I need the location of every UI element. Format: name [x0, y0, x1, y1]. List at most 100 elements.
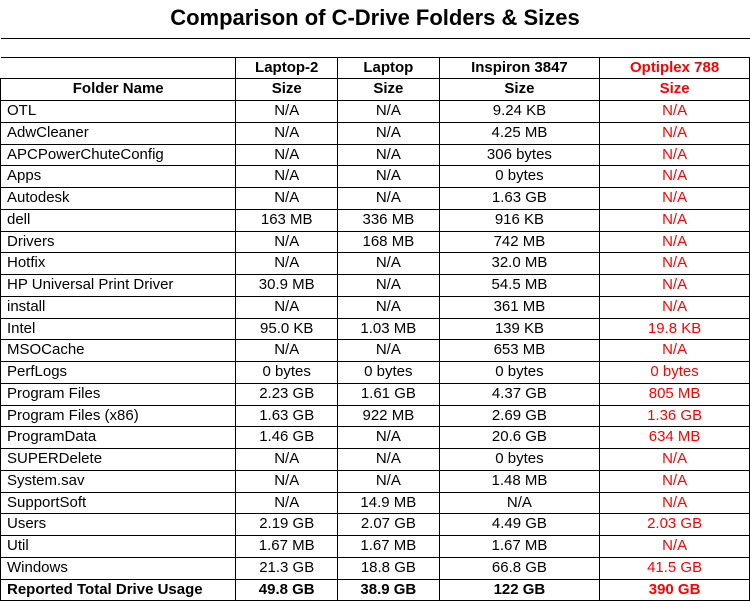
size-cell: 4.49 GB [439, 514, 600, 536]
size-cell: 139 KB [439, 318, 600, 340]
size-cell: 2.23 GB [236, 383, 338, 405]
size-cell-highlight: N/A [600, 231, 750, 253]
folder-name-cell: Hotfix [1, 253, 236, 275]
table-body: OTLN/AN/A9.24 KBN/AAdwCleanerN/AN/A4.25 … [1, 101, 750, 580]
size-cell: N/A [338, 470, 440, 492]
size-cell: 32.0 MB [439, 253, 600, 275]
folder-name-cell: Autodesk [1, 188, 236, 210]
size-cell: 0 bytes [439, 449, 600, 471]
folder-name-cell: Users [1, 514, 236, 536]
size-cell: N/A [338, 188, 440, 210]
total-label: Reported Total Drive Usage [1, 579, 236, 601]
total-cell-highlight: 390 GB [600, 579, 750, 601]
size-cell: 1.03 MB [338, 318, 440, 340]
folder-name-cell: Program Files (x86) [1, 405, 236, 427]
size-cell-highlight: N/A [600, 492, 750, 514]
size-cell: 95.0 KB [236, 318, 338, 340]
size-cell: 0 bytes [236, 362, 338, 384]
size-cell-highlight: 805 MB [600, 383, 750, 405]
table-row: APCPowerChuteConfigN/AN/A306 bytesN/A [1, 144, 750, 166]
size-cell: 30.9 MB [236, 275, 338, 297]
table-row: Program Files2.23 GB1.61 GB4.37 GB805 MB [1, 383, 750, 405]
size-cell: N/A [236, 340, 338, 362]
size-cell: 14.9 MB [338, 492, 440, 514]
size-cell-highlight: 2.03 GB [600, 514, 750, 536]
size-cell-highlight: 0 bytes [600, 362, 750, 384]
size-cell: 66.8 GB [439, 557, 600, 579]
header-row-machines: Laptop-2 Laptop Inspiron 3847 Optiplex 7… [1, 57, 750, 79]
table-row: AutodeskN/AN/A1.63 GBN/A [1, 188, 750, 210]
size-cell-highlight: N/A [600, 449, 750, 471]
folder-name-cell: System.sav [1, 470, 236, 492]
size-cell: 1.67 MB [439, 536, 600, 558]
folder-name-cell: APCPowerChuteConfig [1, 144, 236, 166]
folder-name-cell: OTL [1, 101, 236, 123]
table-row: HotfixN/AN/A32.0 MBN/A [1, 253, 750, 275]
size-cell-highlight: N/A [600, 144, 750, 166]
size-cell: 1.63 GB [439, 188, 600, 210]
size-cell: N/A [236, 231, 338, 253]
size-cell: 922 MB [338, 405, 440, 427]
total-row: Reported Total Drive Usage 49.8 GB 38.9 … [1, 579, 750, 601]
size-cell: N/A [236, 470, 338, 492]
folder-name-cell: AdwCleaner [1, 122, 236, 144]
folder-name-cell: SupportSoft [1, 492, 236, 514]
size-cell: 0 bytes [439, 362, 600, 384]
size-cell: 18.8 GB [338, 557, 440, 579]
size-cell: 1.61 GB [338, 383, 440, 405]
size-cell: N/A [338, 449, 440, 471]
total-cell: 38.9 GB [338, 579, 440, 601]
size-cell: 21.3 GB [236, 557, 338, 579]
table-row: Util1.67 MB1.67 MB1.67 MBN/A [1, 536, 750, 558]
col-header-size: Size [236, 79, 338, 101]
folder-name-cell: MSOCache [1, 340, 236, 362]
size-cell: 742 MB [439, 231, 600, 253]
size-cell: 653 MB [439, 340, 600, 362]
table-row: ProgramData1.46 GBN/A20.6 GB634 MB [1, 427, 750, 449]
size-cell: N/A [338, 296, 440, 318]
col-header-machine-highlight: Optiplex 788 [600, 57, 750, 79]
col-header-size-highlight: Size [600, 79, 750, 101]
folder-name-cell: Program Files [1, 383, 236, 405]
table-row: Windows21.3 GB18.8 GB66.8 GB41.5 GB [1, 557, 750, 579]
size-cell-highlight: N/A [600, 470, 750, 492]
table-row: dell163 MB336 MB916 KBN/A [1, 209, 750, 231]
size-cell-highlight: N/A [600, 340, 750, 362]
size-cell: N/A [236, 492, 338, 514]
size-cell: N/A [236, 253, 338, 275]
table-row: Program Files (x86)1.63 GB922 MB2.69 GB1… [1, 405, 750, 427]
size-cell: N/A [236, 166, 338, 188]
folder-name-cell: Apps [1, 166, 236, 188]
folder-name-cell: Intel [1, 318, 236, 340]
table-row: AdwCleanerN/AN/A4.25 MBN/A [1, 122, 750, 144]
size-cell: N/A [338, 122, 440, 144]
size-cell: 20.6 GB [439, 427, 600, 449]
folder-name-cell: Windows [1, 557, 236, 579]
size-cell: 2.07 GB [338, 514, 440, 536]
table-row: MSOCacheN/AN/A653 MBN/A [1, 340, 750, 362]
table-row: AppsN/AN/A0 bytesN/A [1, 166, 750, 188]
size-cell-highlight: N/A [600, 101, 750, 123]
table-row: HP Universal Print Driver30.9 MBN/A54.5 … [1, 275, 750, 297]
folder-name-cell: dell [1, 209, 236, 231]
col-header-folder: Folder Name [1, 79, 236, 101]
size-cell: N/A [439, 492, 600, 514]
table-row: System.savN/AN/A1.48 MBN/A [1, 470, 750, 492]
size-cell-highlight: 634 MB [600, 427, 750, 449]
size-cell-highlight: N/A [600, 188, 750, 210]
page-title: Comparison of C-Drive Folders & Sizes [1, 0, 750, 38]
col-header-size: Size [439, 79, 600, 101]
col-header-size: Size [338, 79, 440, 101]
size-cell-highlight: N/A [600, 275, 750, 297]
folder-name-cell: PerfLogs [1, 362, 236, 384]
title-row: Comparison of C-Drive Folders & Sizes [1, 0, 750, 38]
size-cell: 1.63 GB [236, 405, 338, 427]
size-cell: 54.5 MB [439, 275, 600, 297]
size-cell-highlight: 19.8 KB [600, 318, 750, 340]
size-cell: 4.37 GB [439, 383, 600, 405]
folder-name-cell: Util [1, 536, 236, 558]
size-cell: 9.24 KB [439, 101, 600, 123]
size-cell-highlight: N/A [600, 253, 750, 275]
size-cell: N/A [236, 449, 338, 471]
size-cell: 0 bytes [338, 362, 440, 384]
